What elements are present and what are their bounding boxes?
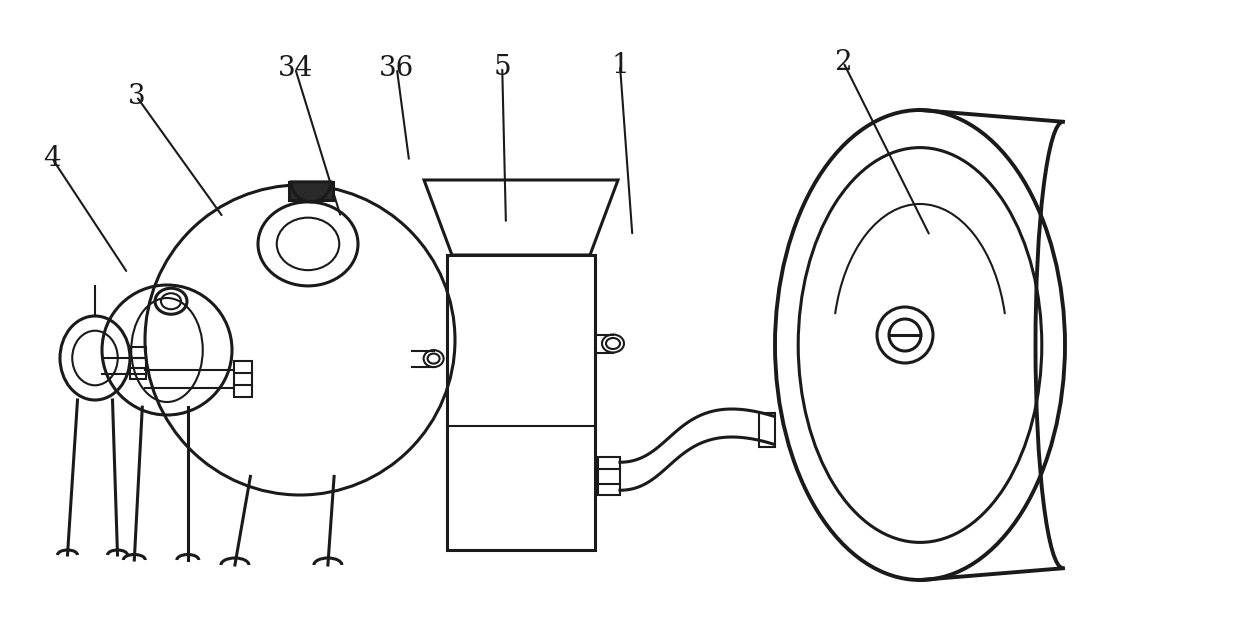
Bar	[130, 347, 146, 379]
Bar	[759, 413, 775, 447]
Bar	[289, 182, 334, 200]
Text: 4: 4	[43, 145, 61, 172]
Text: 1: 1	[611, 52, 629, 79]
Text: 36: 36	[379, 55, 414, 82]
Wedge shape	[291, 182, 331, 202]
Text: 5: 5	[494, 53, 511, 81]
Text: 34: 34	[278, 55, 312, 82]
Bar	[446, 255, 595, 550]
Bar	[234, 361, 252, 397]
Text: 3: 3	[128, 83, 145, 110]
Bar	[598, 457, 620, 496]
Text: 2: 2	[835, 48, 852, 76]
